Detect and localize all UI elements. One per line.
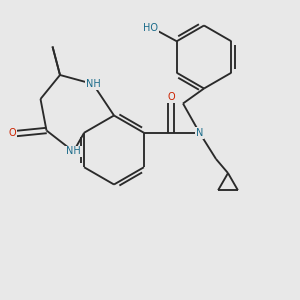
- Text: N: N: [196, 128, 203, 138]
- Text: HO: HO: [143, 23, 158, 33]
- Text: NH: NH: [66, 146, 81, 157]
- Text: O: O: [167, 92, 175, 102]
- Text: NH: NH: [85, 79, 100, 89]
- Text: O: O: [8, 128, 16, 139]
